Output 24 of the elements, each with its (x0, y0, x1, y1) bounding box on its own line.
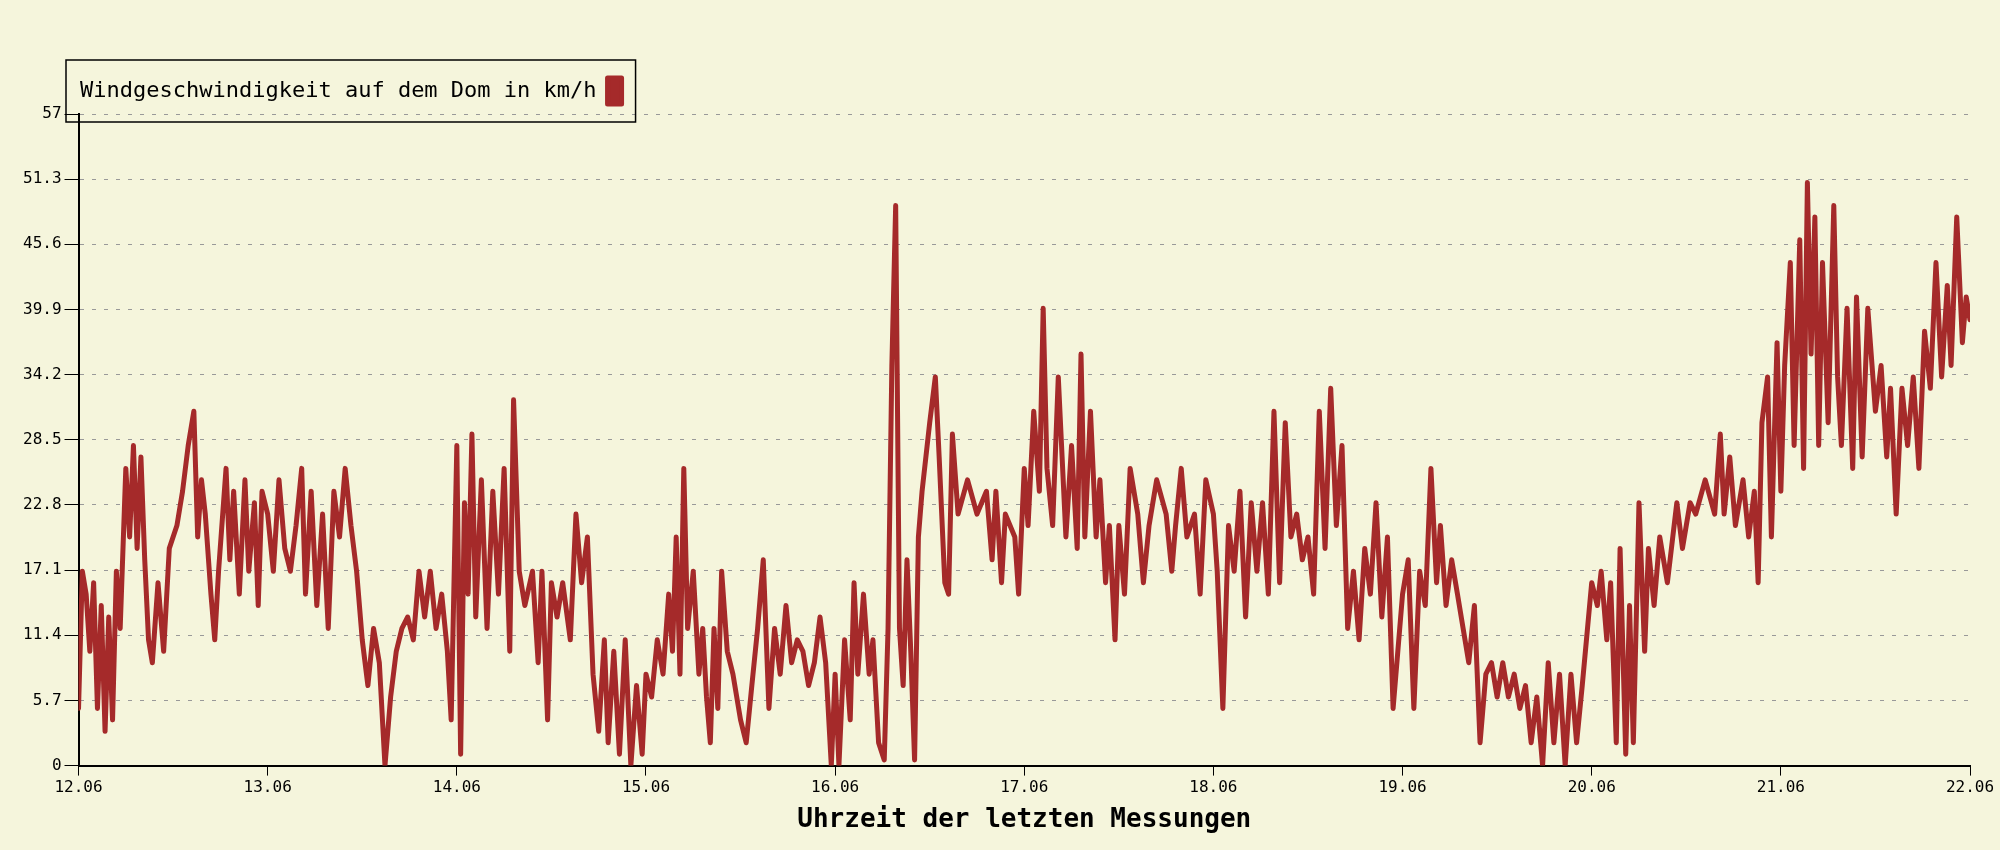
x-tick-label: 21.06 (1756, 777, 1805, 797)
y-tick-label: 39.9 (23, 298, 62, 318)
x-tick-label: 19.06 (1378, 777, 1427, 797)
x-tick-label: 16.06 (811, 777, 860, 797)
y-tick-label: 45.6 (23, 233, 62, 253)
x-tick-label: 14.06 (432, 777, 481, 797)
y-tick-label: 0 (51, 754, 62, 774)
x-axis-title: Uhrzeit der letzten Messungen (797, 803, 1252, 834)
y-tick-label: 5.7 (32, 689, 62, 709)
x-tick-label: 22.06 (1945, 777, 1995, 797)
y-tick-label: 57 (42, 103, 62, 123)
y-tick-label: 51.3 (23, 168, 62, 188)
x-tick-label: 18.06 (1189, 777, 1238, 797)
y-tick-label: 22.8 (23, 494, 62, 514)
y-tick-label: 11.4 (23, 624, 62, 644)
x-tick-label: 17.06 (1000, 777, 1049, 797)
y-tick-label: 34.2 (23, 363, 62, 383)
x-tick-label: 15.06 (621, 777, 671, 797)
y-tick-label: 28.5 (23, 428, 62, 448)
x-tick-label: 13.06 (243, 777, 292, 797)
x-tick-label: 20.06 (1567, 777, 1616, 797)
x-tick-label: 12.06 (54, 777, 103, 797)
legend-label: Windgeschwindigkeit auf dem Dom in km/h (80, 76, 597, 102)
y-tick-label: 17.1 (23, 559, 62, 579)
